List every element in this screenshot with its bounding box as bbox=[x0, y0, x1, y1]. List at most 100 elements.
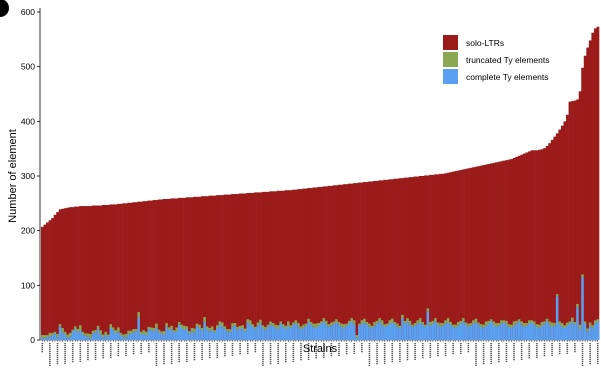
bar-solo-ltrs bbox=[423, 175, 427, 340]
bar-truncated-ty bbox=[228, 329, 232, 333]
bar-solo-ltrs bbox=[94, 205, 98, 340]
bar-truncated-ty bbox=[302, 324, 306, 328]
bar-truncated-ty bbox=[418, 318, 422, 323]
bar-truncated-ty bbox=[446, 318, 450, 323]
bar-complete-ty bbox=[583, 323, 587, 340]
bar-truncated-ty bbox=[522, 323, 526, 327]
bar-truncated-ty bbox=[540, 321, 544, 326]
bar-truncated-ty bbox=[451, 324, 455, 327]
bar-solo-ltrs bbox=[46, 222, 49, 340]
bar-complete-ty bbox=[593, 323, 597, 340]
bar-solo-ltrs bbox=[41, 226, 44, 340]
bar-solo-ltrs bbox=[144, 201, 148, 340]
bar-solo-ltrs bbox=[155, 200, 158, 340]
bar-truncated-ty bbox=[530, 320, 534, 323]
bar-truncated-ty bbox=[180, 324, 184, 328]
bar-solo-ltrs bbox=[43, 224, 47, 340]
bar-solo-ltrs bbox=[137, 201, 141, 340]
bar-truncated-ty bbox=[81, 331, 85, 335]
bar-complete-ty bbox=[251, 326, 255, 340]
bar-complete-ty bbox=[139, 334, 143, 340]
bar-truncated-ty bbox=[555, 294, 559, 297]
bar-solo-ltrs bbox=[124, 203, 128, 340]
bar-solo-ltrs bbox=[352, 183, 356, 340]
bar-solo-ltrs bbox=[309, 188, 313, 340]
bar-complete-ty bbox=[200, 330, 204, 340]
bar-solo-ltrs bbox=[591, 32, 595, 340]
bar-truncated-ty bbox=[137, 312, 141, 318]
bar-solo-ltrs bbox=[322, 186, 326, 340]
bar-complete-ty bbox=[117, 331, 120, 340]
bar-complete-ty bbox=[560, 326, 564, 340]
bar-complete-ty bbox=[274, 327, 278, 340]
bar-truncated-ty bbox=[200, 327, 204, 331]
bar-complete-ty bbox=[495, 326, 498, 340]
bar-truncated-ty bbox=[385, 323, 389, 326]
bar-complete-ty bbox=[132, 332, 136, 340]
bar-truncated-ty bbox=[426, 308, 430, 312]
bar-truncated-ty bbox=[104, 331, 108, 336]
bar-complete-ty bbox=[119, 335, 123, 340]
bar-solo-ltrs bbox=[495, 162, 498, 340]
bar-truncated-ty bbox=[307, 318, 311, 323]
bar-complete-ty bbox=[522, 326, 526, 340]
bar-complete-ty bbox=[84, 335, 87, 340]
bar-truncated-ty bbox=[221, 322, 224, 327]
bar-truncated-ty bbox=[68, 332, 72, 337]
bar-complete-ty bbox=[342, 327, 346, 340]
bar-complete-ty bbox=[527, 323, 531, 340]
bar-complete-ty bbox=[147, 329, 151, 340]
bar-truncated-ty bbox=[210, 326, 214, 331]
bar-solo-ltrs bbox=[79, 206, 82, 340]
bar-solo-ltrs bbox=[152, 200, 156, 340]
bar-solo-ltrs bbox=[106, 204, 110, 340]
bar-complete-ty bbox=[439, 326, 443, 340]
bar-truncated-ty bbox=[114, 330, 118, 334]
bar-complete-ty bbox=[553, 325, 557, 340]
bar-solo-ltrs bbox=[517, 155, 521, 340]
bar-truncated-ty bbox=[365, 321, 369, 325]
bar-complete-ty bbox=[373, 325, 377, 340]
bar-solo-ltrs bbox=[418, 176, 422, 340]
bar-solo-ltrs bbox=[543, 148, 547, 340]
bar-solo-ltrs bbox=[254, 192, 257, 340]
bar-complete-ty bbox=[385, 325, 389, 340]
bar-complete-ty bbox=[109, 327, 113, 340]
bar-solo-ltrs bbox=[104, 204, 108, 340]
bar-solo-ltrs bbox=[147, 200, 151, 340]
bar-solo-ltrs bbox=[355, 183, 359, 340]
bar-truncated-ty bbox=[41, 335, 44, 338]
bar-truncated-ty bbox=[581, 274, 585, 278]
bar-solo-ltrs bbox=[396, 178, 399, 340]
bar-solo-ltrs bbox=[294, 189, 298, 340]
bar-complete-ty bbox=[383, 326, 387, 340]
bar-truncated-ty bbox=[560, 323, 564, 327]
bar-solo-ltrs bbox=[183, 197, 186, 340]
bar-complete-ty bbox=[591, 327, 595, 340]
bar-complete-ty bbox=[352, 324, 356, 340]
bar-truncated-ty bbox=[388, 320, 392, 324]
bar-complete-ty bbox=[231, 326, 235, 340]
legend-label: truncated Ty elements bbox=[466, 55, 549, 65]
bar-complete-ty bbox=[261, 327, 265, 340]
corner-blob-decoration bbox=[0, 0, 9, 17]
bar-complete-ty bbox=[566, 325, 569, 340]
y-tick-label: 600 bbox=[21, 7, 35, 17]
bar-complete-ty bbox=[302, 327, 306, 340]
bar-solo-ltrs bbox=[188, 197, 191, 340]
bar-complete-ty bbox=[462, 321, 465, 340]
bar-truncated-ty bbox=[314, 323, 318, 328]
bar-truncated-ty bbox=[43, 335, 47, 339]
bar-solo-ltrs bbox=[266, 191, 270, 340]
bar-complete-ty bbox=[86, 336, 90, 340]
bar-complete-ty bbox=[122, 336, 125, 340]
bar-truncated-ty bbox=[248, 320, 252, 325]
bar-complete-ty bbox=[177, 324, 181, 340]
bar-complete-ty bbox=[221, 326, 224, 340]
bar-complete-ty bbox=[444, 323, 448, 340]
bar-solo-ltrs bbox=[332, 185, 336, 340]
bar-complete-ty bbox=[81, 334, 85, 340]
bar-complete-ty bbox=[246, 322, 250, 340]
bar-truncated-ty bbox=[358, 323, 361, 326]
